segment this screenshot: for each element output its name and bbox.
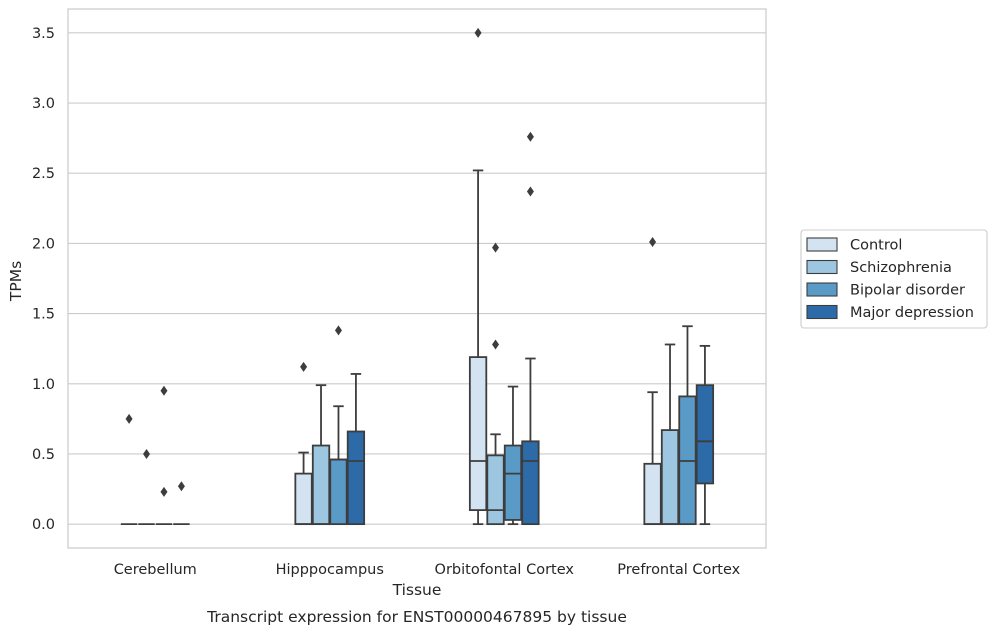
box	[311, 444, 331, 526]
legend: Control Schizophrenia Bipolar disorder Majo…	[800, 229, 988, 329]
y-tick-label: 0.0	[32, 517, 55, 533]
y-tick-label: 3.5	[32, 26, 55, 42]
legend-swatch	[806, 282, 838, 297]
x-tick-label: Prefrontal Cortex	[617, 562, 740, 578]
box	[643, 462, 662, 526]
x-tick-label: Cerebellum	[114, 562, 197, 578]
box-group	[660, 343, 680, 526]
legend-frame	[800, 229, 988, 329]
outlier-point	[300, 361, 308, 372]
x-axis-title: Tissue	[392, 581, 442, 599]
y-tick-label: 1.5	[32, 307, 55, 323]
box-group	[643, 237, 662, 526]
box-group	[695, 344, 715, 526]
box-group	[155, 385, 173, 526]
box-group	[521, 131, 540, 526]
box-group	[294, 361, 313, 526]
x-tick-label: Orbitofontal Cortex	[435, 562, 575, 578]
box	[503, 444, 523, 521]
outlier-point	[526, 186, 534, 197]
outlier-point	[649, 237, 657, 248]
box-group	[468, 27, 488, 526]
legend-label: Schizophrenia	[850, 260, 952, 276]
box-group	[486, 242, 505, 526]
y-tick-label: 3.0	[32, 96, 55, 112]
box-group	[329, 325, 348, 526]
box	[346, 430, 366, 526]
box	[294, 472, 313, 526]
x-tick-label: Hipppocampus	[276, 562, 384, 578]
box-group	[173, 481, 190, 526]
y-tick-label: 2.5	[32, 166, 55, 182]
y-tick-label: 1.0	[32, 377, 55, 393]
legend-swatch	[806, 237, 838, 252]
y-axis-title: TPMs	[7, 261, 25, 302]
outlier-point	[492, 242, 500, 253]
legend-label: Control	[850, 238, 902, 254]
box	[329, 458, 348, 526]
outlier-point	[177, 481, 185, 492]
legend-label: Bipolar disorder	[850, 283, 965, 299]
box	[468, 356, 488, 512]
legend-swatch	[806, 304, 838, 320]
legend-label: Major depression	[850, 305, 974, 321]
box-group	[346, 373, 366, 526]
box	[521, 440, 540, 526]
outlier-point	[526, 131, 534, 142]
plot-area	[120, 27, 715, 526]
outlier-point	[125, 413, 133, 424]
outlier-point	[492, 339, 500, 350]
box-group	[120, 413, 138, 526]
outlier-point	[334, 325, 342, 336]
legend-swatch	[806, 259, 838, 275]
outlier-point	[143, 448, 151, 459]
y-tick-labels: 0.0 0.5 1.0 1.5 2.0 2.5 3.0 3.5	[32, 26, 55, 533]
plot-frame	[67, 8, 767, 549]
box	[695, 384, 715, 485]
box-group	[503, 385, 523, 526]
x-tick-labels: Cerebellum Hipppocampus Orbitofontal Corte…	[114, 562, 741, 578]
y-tick-label: 0.5	[32, 447, 55, 463]
outlier-point	[160, 486, 168, 497]
chart-title: Transcript expression for ENST0000046789…	[206, 608, 627, 626]
outlier-point	[160, 385, 168, 396]
y-tick-label: 2.0	[32, 236, 55, 252]
box-group	[138, 448, 155, 526]
box-group	[311, 384, 331, 526]
box-group	[678, 325, 697, 526]
outlier-point	[474, 27, 482, 38]
box	[660, 429, 680, 526]
box	[486, 454, 505, 526]
